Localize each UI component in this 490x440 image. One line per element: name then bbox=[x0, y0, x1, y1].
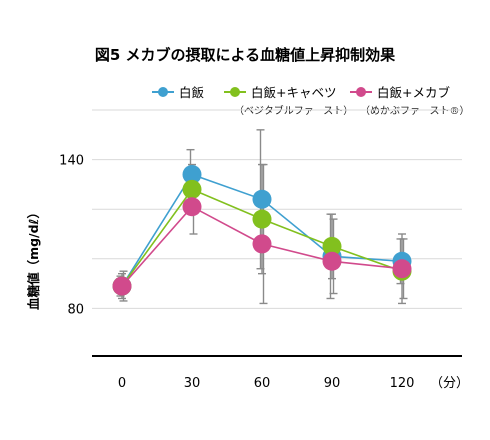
legend-note: （めかぶファースト®） bbox=[360, 105, 470, 117]
data-point bbox=[182, 179, 202, 199]
data-point bbox=[252, 189, 272, 209]
legend-marker bbox=[158, 87, 168, 97]
legend-marker bbox=[356, 87, 366, 97]
data-point bbox=[252, 234, 272, 254]
data-point bbox=[182, 164, 202, 184]
data-point bbox=[252, 209, 272, 229]
legend-label: 白飯+キャベツ bbox=[251, 85, 336, 100]
data-point bbox=[182, 197, 202, 217]
y-tick-labels: 80 140 bbox=[59, 154, 84, 318]
legend-marker bbox=[230, 87, 240, 97]
x-tick-label: 60 bbox=[254, 376, 271, 391]
x-tick-labels: 0 30 60 90 120 bbox=[118, 376, 415, 391]
data-point bbox=[322, 236, 342, 256]
y-tick-label: 80 bbox=[67, 302, 84, 317]
series-markers bbox=[112, 164, 412, 296]
data-point bbox=[322, 251, 342, 271]
chart-title: 図5 メカブの摂取による血糖値上昇抑制効果 bbox=[95, 46, 396, 64]
legend-label: 白飯 bbox=[179, 85, 205, 100]
x-tick-label: 120 bbox=[390, 376, 415, 391]
data-point bbox=[392, 259, 412, 279]
x-tick-label: 30 bbox=[184, 376, 201, 391]
y-axis-label: 血糖値（mg/dℓ） bbox=[26, 206, 41, 310]
x-axis-unit: （分） bbox=[430, 376, 469, 391]
x-tick-label: 90 bbox=[324, 376, 341, 391]
y-tick-label: 140 bbox=[59, 154, 84, 169]
x-tick-label: 0 bbox=[118, 376, 126, 391]
legend-label: 白飯+メカブ bbox=[377, 85, 450, 100]
legend: 白飯 白飯+キャベツ（ベジタブルファースト）白飯+メカブ（めかぶファースト®） bbox=[152, 85, 470, 117]
data-point bbox=[112, 276, 132, 296]
plot-area bbox=[112, 129, 412, 305]
